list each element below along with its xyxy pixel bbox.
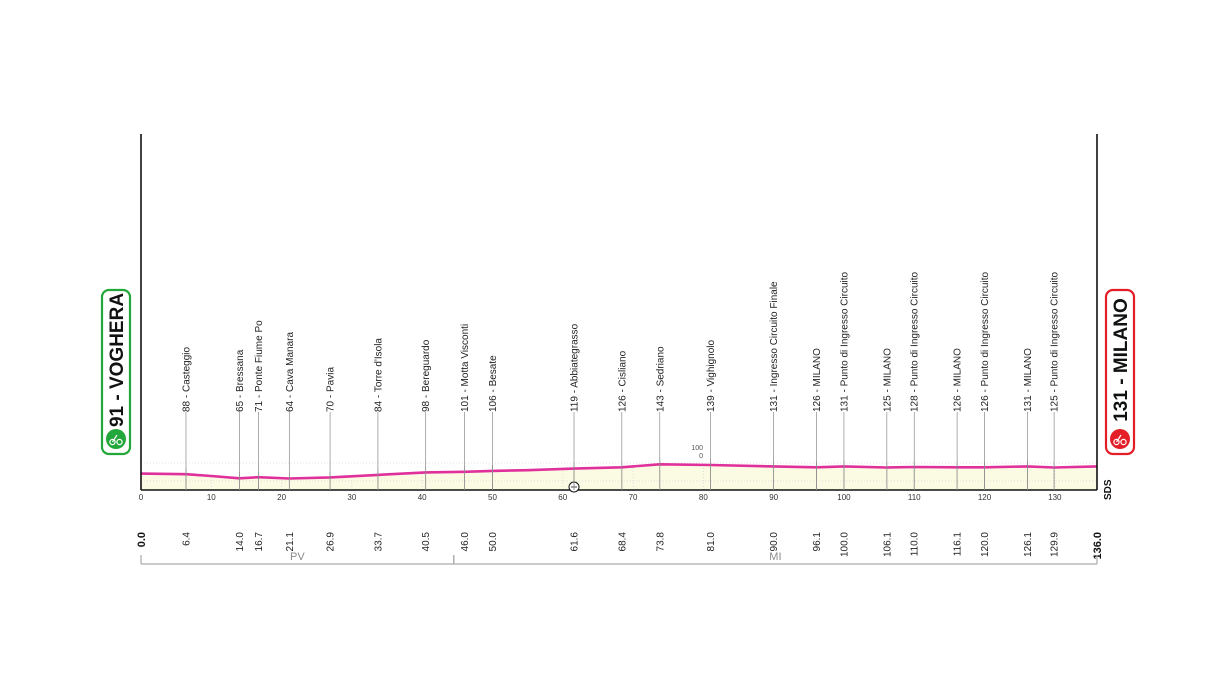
x-tick-label: 70 (629, 493, 638, 502)
finish-bike-wheel-left (1113, 438, 1120, 446)
waypoint-label: 65 - Bressana (235, 349, 246, 412)
waypoint-km-label: 126.1 (1023, 532, 1034, 557)
start-finish-layer: 91 - VOGHERA 131 - MILANO (100, 288, 1136, 456)
waypoint-label: 88 - Casteggio (181, 347, 192, 412)
start-pill (100, 288, 132, 456)
x-tick-label: 20 (277, 493, 286, 502)
waypoint-km-label: 81.0 (706, 532, 717, 552)
waypoint-label: 131 - MILANO (1023, 348, 1034, 412)
waypoint-label: 106 - Besate (488, 355, 499, 412)
waypoint-km-label: 46.0 (460, 532, 471, 552)
waypoint-label: 64 - Cava Manara (285, 332, 296, 412)
start-bike-wheel-left (109, 438, 116, 446)
x-tick-label: 80 (699, 493, 708, 502)
waypoint-label: 98 - Bereguardo (421, 339, 432, 412)
x-tick-label: 50 (488, 493, 497, 502)
waypoint-km-label: 116.1 (953, 532, 964, 557)
waypoint-label: 126 - Punto di Ingresso Circuito (980, 271, 991, 412)
waypoint-km-label: 6.4 (181, 532, 192, 546)
waypoint-km-label: 68.4 (617, 532, 628, 552)
waypoint-km-label: 40.5 (421, 532, 432, 552)
start-bike-icon (106, 429, 126, 449)
waypoint-km-label: 33.7 (373, 532, 384, 552)
waypoint-km-label: 110.0 (910, 532, 921, 557)
province-label: PV (290, 551, 305, 563)
waypoint-label: 71 - Ponte Fiume Po (254, 320, 265, 412)
x-tick-label: 90 (769, 493, 778, 502)
waypoint-label: 126 - MILANO (812, 348, 823, 412)
waypoint-km-label: 14.0 (235, 532, 246, 552)
x-tick-label: 120 (978, 493, 992, 502)
waypoint-km-label: 61.6 (570, 532, 581, 552)
waypoint-label: 70 - Pavia (326, 367, 337, 412)
waypoint-km-label: 90.0 (769, 532, 780, 552)
waypoint-label: 126 - MILANO (953, 348, 964, 412)
waypoint-label: 101 - Motta Visconti (460, 324, 471, 412)
waypoint-km-label: 100.0 (839, 532, 850, 557)
waypoint-km-label: 50.0 (488, 532, 499, 552)
finish-bike-frame (1115, 434, 1122, 443)
x-tick-label: 130 (1048, 493, 1062, 502)
waypoint-label: 131 - Ingresso Circuito Finale (769, 281, 780, 412)
province-label: MI (769, 551, 781, 563)
finish-bike-icon (1110, 429, 1130, 449)
y-tick-label: 100 (691, 445, 703, 452)
finish-km-label: 136.0 (1092, 532, 1104, 560)
y-tick-label: 0 (699, 453, 703, 460)
waypoint-label: 131 - Punto di Ingresso Circuito (839, 271, 850, 412)
waypoint-km-label: 26.9 (326, 532, 337, 552)
sds-mark: SDS (1103, 479, 1114, 500)
x-tick-label: 100 (837, 493, 851, 502)
profile-fill-layer (141, 464, 1097, 490)
waypoint-label: 143 - Sedriano (655, 346, 666, 412)
waypoint-label: 139 - Vighignolo (706, 339, 717, 412)
waypoint-layer: 88 - Casteggio 6.4 65 - Bressana 14.0 71 - P… (181, 271, 1060, 557)
start-km-label: 0.0 (136, 532, 148, 547)
start-bike-frame (111, 434, 118, 443)
start-name: 91 - VOGHERA (107, 293, 128, 427)
waypoint-label: 126 - Cisliano (617, 350, 628, 412)
waypoint-km-label: 73.8 (655, 532, 666, 552)
x-tick-label: 10 (207, 493, 216, 502)
province-layer: PV MI (140, 551, 1098, 565)
x-tick-label: 30 (347, 493, 356, 502)
waypoint-km-label: 106.1 (882, 532, 893, 557)
waypoint-label: 125 - Punto di Ingresso Circuito (1050, 271, 1061, 412)
profile-line-layer (140, 462, 1098, 480)
waypoint-km-label: 120.0 (980, 532, 991, 557)
x-tick-label: 110 (908, 493, 921, 502)
x-tick-label: 40 (418, 493, 427, 502)
finish-bike-wheel-right (1120, 438, 1127, 446)
waypoint-label: 128 - Punto di Ingresso Circuito (910, 271, 921, 412)
waypoint-km-label: 16.7 (254, 532, 265, 552)
profile-line (140, 462, 1098, 480)
x-tick-label: 60 (558, 493, 567, 502)
waypoint-km-label: 96.1 (812, 532, 823, 552)
profile-area (141, 464, 1097, 490)
finish-name: 131 - MILANO (1111, 298, 1132, 422)
waypoint-km-label: 21.1 (285, 532, 296, 552)
waypoint-km-label: 129.9 (1050, 532, 1061, 557)
start-bike-wheel-right (116, 438, 123, 446)
finish-pill (1104, 288, 1136, 456)
waypoint-label: 125 - MILANO (882, 348, 893, 412)
waypoint-label: 84 - Torre d'Isola (373, 338, 384, 412)
waypoint-label: 119 - Abbiategrasso (570, 323, 581, 412)
x-tick-label: 0 (139, 493, 144, 502)
